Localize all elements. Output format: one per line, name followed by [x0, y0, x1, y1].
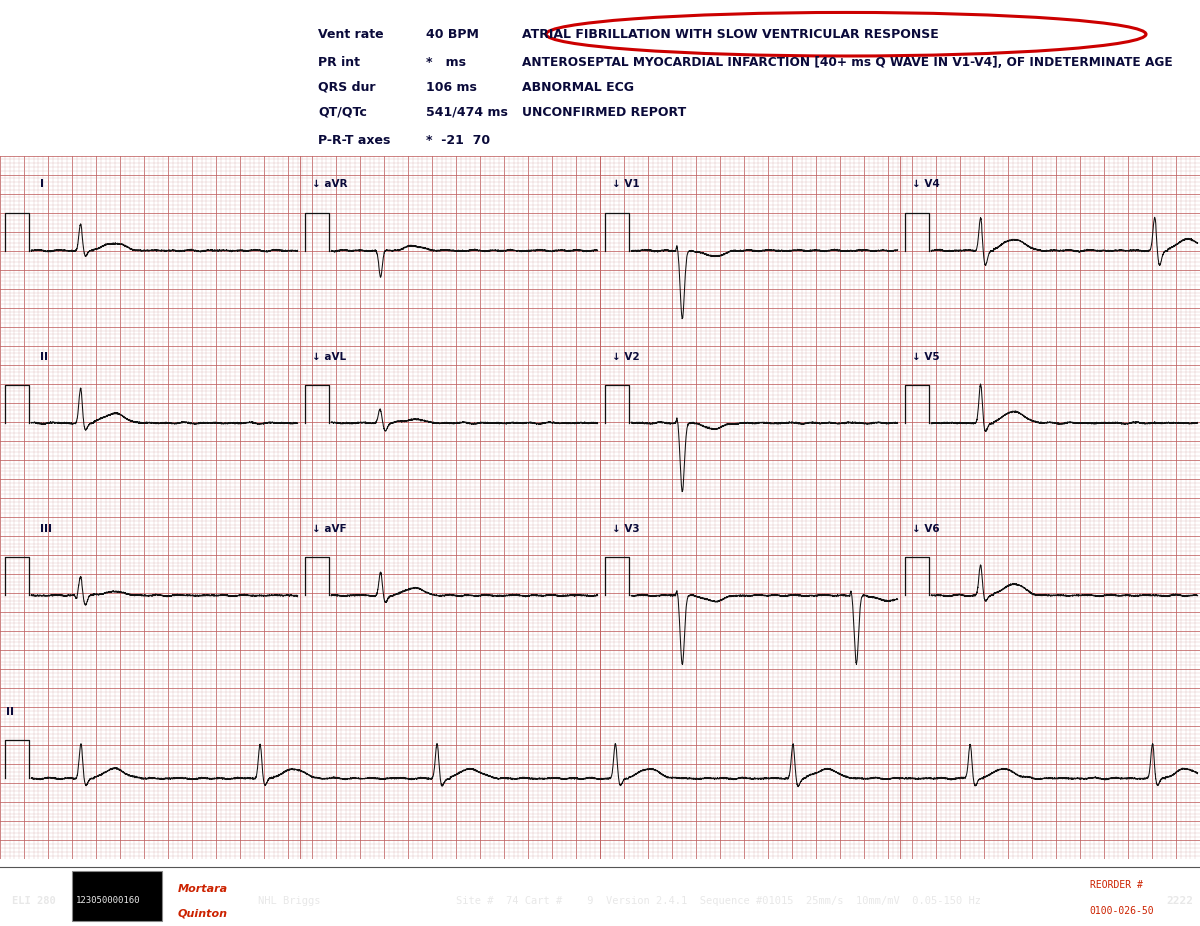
Text: ↓ aVR: ↓ aVR: [312, 180, 348, 189]
Text: ↓ aVL: ↓ aVL: [312, 352, 346, 362]
Text: 106 ms: 106 ms: [426, 81, 476, 94]
Text: P-R-T axes: P-R-T axes: [318, 133, 390, 146]
Text: Quinton: Quinton: [178, 909, 228, 919]
Text: 2222: 2222: [1166, 895, 1193, 906]
Text: QT/QTc: QT/QTc: [318, 106, 367, 119]
Text: ↓ V6: ↓ V6: [912, 524, 940, 534]
Text: PR int: PR int: [318, 56, 360, 69]
Text: II: II: [40, 352, 48, 362]
Text: Site #  74 Cart #    9  Version 2.4.1  Sequence #01015  25mm/s  10mm/mV  0.05-15: Site # 74 Cart # 9 Version 2.4.1 Sequenc…: [456, 895, 982, 906]
Text: ATRIAL FIBRILLATION WITH SLOW VENTRICULAR RESPONSE: ATRIAL FIBRILLATION WITH SLOW VENTRICULA…: [522, 28, 938, 41]
Text: ↓ V1: ↓ V1: [612, 180, 640, 189]
Text: III: III: [40, 524, 52, 534]
Text: ↓ V4: ↓ V4: [912, 180, 940, 189]
Text: 123050000160: 123050000160: [76, 896, 140, 905]
Text: I: I: [40, 180, 43, 189]
Text: ↓ aVF: ↓ aVF: [312, 524, 347, 534]
Text: *   ms: * ms: [426, 56, 466, 69]
Text: ↓ V5: ↓ V5: [912, 352, 940, 362]
Text: Vent rate: Vent rate: [318, 28, 384, 41]
Text: ELI 280: ELI 280: [12, 895, 55, 906]
Text: 0100-026-50: 0100-026-50: [1090, 907, 1154, 917]
Text: ↓ V3: ↓ V3: [612, 524, 640, 534]
Text: Mortara: Mortara: [178, 884, 228, 895]
Text: 40 BPM: 40 BPM: [426, 28, 479, 41]
Text: UNCONFIRMED REPORT: UNCONFIRMED REPORT: [522, 106, 686, 119]
Text: ANTEROSEPTAL MYOCARDIAL INFARCTION [40+ ms Q WAVE IN V1-V4], OF INDETERMINATE AG: ANTEROSEPTAL MYOCARDIAL INFARCTION [40+ …: [522, 56, 1172, 69]
Text: REORDER #: REORDER #: [1090, 880, 1142, 890]
Bar: [72, 870, 162, 920]
Text: NHL Briggs: NHL Briggs: [258, 895, 320, 906]
Text: ABNORMAL ECG: ABNORMAL ECG: [522, 81, 634, 94]
Text: ↓ V2: ↓ V2: [612, 352, 640, 362]
Text: 541/474 ms: 541/474 ms: [426, 106, 508, 119]
Text: *  -21  70: * -21 70: [426, 133, 490, 146]
Text: QRS dur: QRS dur: [318, 81, 376, 94]
Text: II: II: [6, 707, 14, 717]
